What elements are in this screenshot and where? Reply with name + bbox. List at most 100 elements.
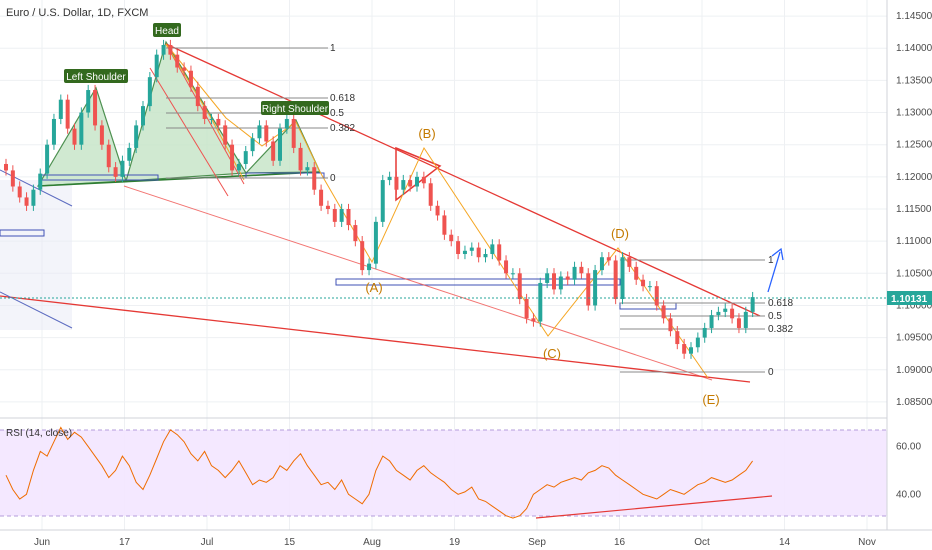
candle-body [93, 90, 98, 126]
candle-body [504, 260, 509, 274]
candle-body [86, 90, 91, 113]
price-tick-label: 1.11500 [896, 204, 932, 215]
right-shoulder-label: Right Shoulder [261, 101, 329, 115]
candle-body [387, 176, 392, 181]
neckline [37, 171, 321, 187]
candle-body [654, 286, 659, 306]
candle-body [106, 144, 111, 168]
time-tick-label: 17 [119, 537, 131, 548]
candle-body [428, 183, 433, 206]
time-tick-label: 19 [449, 537, 461, 548]
candle-body [442, 215, 447, 235]
candle-body [538, 282, 543, 322]
candle-body [469, 247, 474, 251]
candle-body [736, 318, 741, 328]
candle-body [127, 147, 132, 161]
candle-body [524, 299, 529, 319]
target-arrow-head [771, 247, 784, 261]
candle-body [298, 147, 303, 171]
svg-text:Right Shoulder: Right Shoulder [262, 104, 329, 115]
candle-body [353, 225, 358, 242]
candle-body [750, 297, 755, 312]
price-tick-label: 1.12500 [896, 140, 932, 151]
svg-text:Left Shoulder: Left Shoulder [66, 72, 126, 83]
candle-body [17, 186, 22, 198]
time-tick-label: 16 [614, 537, 626, 548]
fib-lower-label: 0 [768, 367, 774, 378]
candle-body [195, 86, 200, 107]
upper-trendline [165, 43, 761, 317]
price-tick-label: 1.09000 [896, 365, 932, 376]
candle-body [579, 266, 584, 274]
time-tick-label: Sep [528, 537, 546, 548]
support-box-left [0, 229, 45, 237]
candle-body [552, 273, 556, 290]
candle-body [572, 266, 577, 280]
chart-title: Euro / U.S. Dollar, 1D, FXCM [6, 7, 148, 19]
candle-body [531, 318, 536, 322]
rsi-band [0, 430, 887, 516]
candle-body [202, 106, 207, 119]
candle-body [230, 144, 235, 171]
candle-body [250, 138, 255, 152]
candle-body [682, 344, 687, 354]
candle-body [182, 67, 187, 71]
candle-body [168, 45, 173, 55]
candle-body [346, 209, 351, 226]
price-tick-label: 1.12000 [896, 172, 932, 183]
time-tick-label: 15 [284, 537, 296, 548]
candle-body [661, 305, 666, 319]
candle-body [45, 144, 50, 174]
candle-body [209, 118, 214, 120]
price-tick-label: 1.10000 [896, 300, 932, 311]
candle-body [332, 209, 337, 222]
wave-label-e: (E) [702, 392, 719, 407]
candle-body [360, 241, 365, 271]
candle-body [723, 308, 728, 312]
candle-body [236, 163, 241, 171]
candle-body [627, 257, 632, 267]
candle-body [31, 189, 36, 206]
candle-body [394, 176, 399, 190]
fib-lower-group: 1 0.618 0.5 0.382 0 [620, 255, 793, 378]
candle-body [408, 180, 413, 187]
wave-label-a: (A) [365, 280, 382, 295]
candle-body [65, 99, 70, 129]
rsi-axis-ticks: 60.00 40.00 [896, 442, 921, 501]
target-arrow-line [767, 251, 781, 293]
fib-lower-label: 0.382 [768, 324, 793, 335]
time-tick-label: Jul [201, 537, 214, 548]
wave-label-b: (B) [418, 126, 435, 141]
candle-body [743, 311, 748, 328]
candle-body [565, 276, 570, 280]
candle-body [668, 318, 673, 332]
candle-body [449, 234, 454, 242]
candle-body [120, 160, 125, 177]
candles-group [4, 39, 755, 359]
candle-body [79, 112, 84, 145]
time-axis-ticks: Jun 17 Jul 15 Aug 19 Sep 16 Oct 14 Nov [34, 537, 876, 548]
candle-body [58, 99, 63, 119]
lower-trendline-long [0, 295, 751, 383]
candle-body [695, 337, 700, 348]
candle-body [380, 180, 385, 222]
candle-body [305, 167, 310, 171]
candle-body [10, 170, 15, 187]
candle-body [490, 244, 495, 255]
fib-lower-label: 0.618 [768, 298, 793, 309]
candle-body [545, 273, 550, 283]
candle-body [312, 167, 317, 190]
candle-body [264, 125, 269, 142]
candle-body [641, 279, 646, 287]
candle-body [141, 106, 145, 126]
candle-body [421, 176, 426, 184]
candle-body [134, 125, 139, 148]
rsi-tick-label: 60.00 [896, 442, 921, 453]
fib-upper-label: 0.5 [330, 108, 344, 119]
support-box-aug [335, 278, 621, 286]
candle-body [586, 273, 591, 306]
candle-body [716, 311, 721, 316]
fib-lower-label: 0.5 [768, 311, 782, 322]
candle-body [188, 70, 193, 87]
